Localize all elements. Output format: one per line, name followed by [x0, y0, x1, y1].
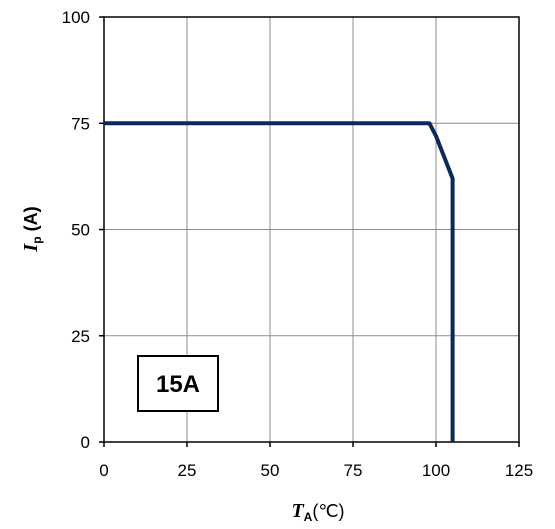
x-axis-label: TA(℃): [291, 500, 344, 524]
y-tick-label-4: 100: [62, 8, 90, 27]
x-axis-subscript: A: [304, 510, 313, 524]
y-axis-subscript: p: [30, 236, 44, 243]
x-tick-label-3: 75: [344, 461, 363, 480]
annotation-box-group: 15A: [137, 355, 219, 412]
x-tick-label-1: 25: [178, 461, 197, 480]
series-line-0: [104, 121, 455, 442]
x-tick-label-0: 0: [99, 461, 108, 480]
x-tick-label-4: 100: [422, 461, 450, 480]
y-tick-label-1: 25: [71, 327, 90, 346]
y-axis-unit: (A): [21, 206, 41, 236]
y-axis-label: Ip (A): [20, 206, 44, 252]
y-axis-ticks: 0 25 50 75 100: [62, 8, 104, 452]
series-group: [104, 121, 455, 442]
y-tick-label-0: 0: [81, 433, 90, 452]
y-tick-label-2: 50: [71, 221, 90, 240]
x-tick-label-5: 125: [505, 461, 533, 480]
annotation-box: [137, 355, 219, 412]
x-axis-ticks: 0 25 50 75 100 125: [99, 442, 533, 480]
annotation-label: 15A: [156, 371, 200, 398]
x-axis-symbol: T: [291, 500, 304, 522]
y-axis-symbol: I: [20, 243, 42, 253]
x-tick-label-2: 50: [261, 461, 280, 480]
y-tick-label-3: 75: [71, 114, 90, 133]
x-axis-unit: (℃): [312, 501, 344, 521]
